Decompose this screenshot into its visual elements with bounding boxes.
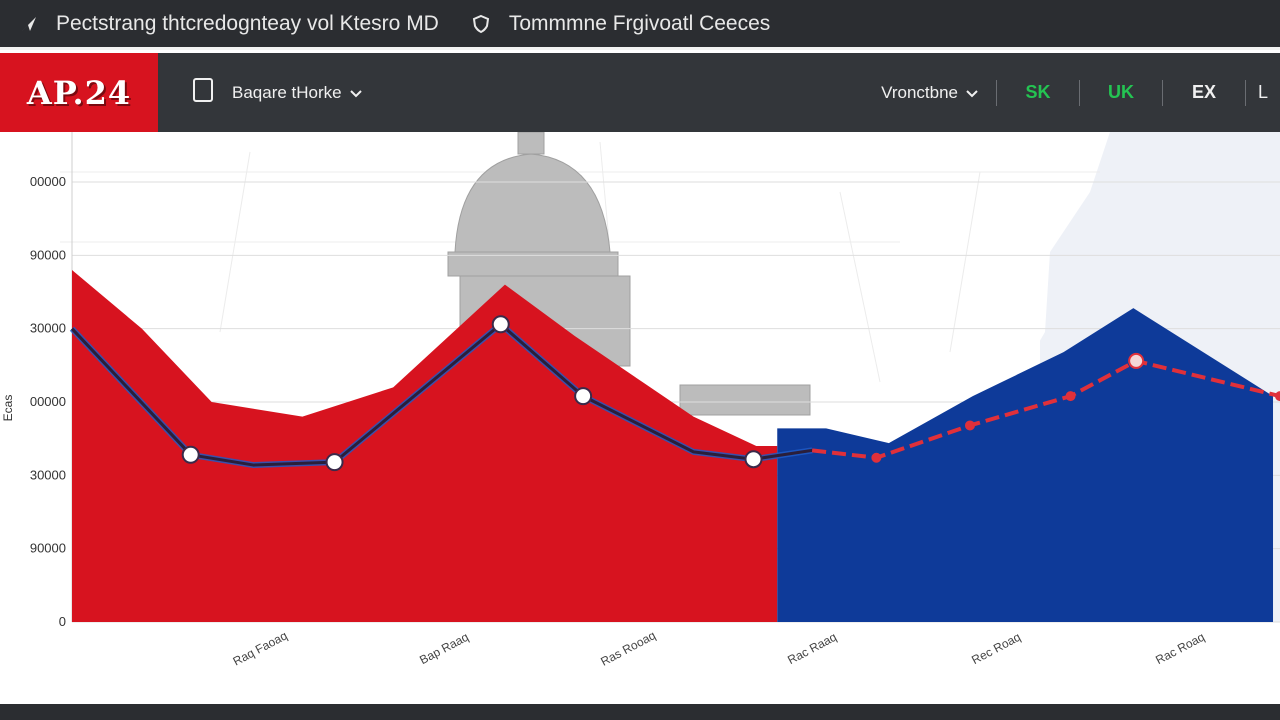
y-tick-label: 0 bbox=[59, 614, 66, 629]
y-tick-label: 30000 bbox=[30, 321, 66, 336]
tab-sk[interactable]: SK bbox=[1025, 82, 1051, 102]
data-point bbox=[181, 445, 200, 464]
nav-right-group: Vronctbne SK UK EX L bbox=[881, 53, 1280, 132]
data-point bbox=[871, 452, 882, 463]
chevron-down-icon bbox=[966, 83, 978, 103]
y-tick-label: 90000 bbox=[30, 247, 66, 262]
x-tick-label: Rac Raaq bbox=[785, 630, 839, 667]
tab-ex[interactable]: EX bbox=[1191, 82, 1216, 102]
data-point bbox=[1128, 352, 1145, 369]
data-point bbox=[491, 315, 510, 334]
chart-panel: 00000 90000 30000 00000 30000 90000 0 Raq Faoa… bbox=[0, 132, 1280, 704]
data-point bbox=[744, 450, 763, 469]
area-chart: 00000 90000 30000 00000 30000 90000 0 Raq Faoa… bbox=[1, 132, 1280, 669]
top-navbar: AP.24 Baqare tHorke Vronctbne SK UK EX L bbox=[0, 53, 1280, 132]
x-tick-label: Ras Rooaq bbox=[598, 628, 658, 669]
x-tick-label: Rac Roaq bbox=[1153, 630, 1207, 667]
window-titlebar: Pectstrang thtcredognteay vol Ktesro MD … bbox=[0, 0, 1280, 50]
x-axis-ticks: Raq Faoaq Bap Raaq Ras Rooaq Rac Raaq Rec Ro… bbox=[231, 628, 1207, 669]
y-axis-ticks: 00000 90000 30000 00000 30000 90000 0 bbox=[30, 174, 66, 629]
y-tick-label: 00000 bbox=[30, 174, 66, 189]
data-point bbox=[964, 420, 975, 431]
x-tick-label: Raq Faoaq bbox=[231, 628, 290, 668]
y-tick-label: 90000 bbox=[30, 541, 66, 556]
data-point bbox=[574, 387, 593, 406]
areas bbox=[72, 270, 1274, 622]
chevron-down-icon bbox=[349, 83, 362, 103]
series-markers bbox=[181, 315, 1280, 472]
menu-label: Baqare tHorke bbox=[232, 82, 342, 102]
window-title: Pectstrang thtcredognteay vol Ktesro MD bbox=[56, 11, 439, 35]
divider bbox=[1245, 79, 1246, 106]
tab-uk[interactable]: UK bbox=[1108, 82, 1134, 102]
red-area bbox=[72, 270, 778, 622]
tab-more[interactable]: L bbox=[1257, 82, 1268, 102]
divider bbox=[996, 79, 997, 106]
status-bar bbox=[0, 704, 1280, 720]
x-tick-label: Bap Raaq bbox=[417, 630, 471, 667]
y-axis-label: Ecas bbox=[1, 395, 15, 422]
view-dropdown-label: Vronctbne bbox=[881, 82, 958, 102]
document-icon bbox=[192, 77, 214, 108]
x-tick-label: Rec Roaq bbox=[969, 630, 1023, 667]
y-tick-label: 00000 bbox=[30, 394, 66, 409]
shield-icon bbox=[471, 14, 495, 34]
data-point bbox=[1275, 391, 1280, 402]
brand-logo[interactable]: AP.24 bbox=[0, 53, 158, 132]
data-point bbox=[325, 453, 344, 472]
window-subtitle: Tommmne Frgivoatl Ceeces bbox=[508, 11, 771, 35]
y-tick-label: 30000 bbox=[30, 467, 66, 482]
send-icon bbox=[14, 15, 44, 33]
data-point bbox=[1065, 391, 1076, 402]
divider bbox=[1162, 79, 1163, 106]
blue-area bbox=[777, 308, 1274, 622]
view-dropdown[interactable]: Vronctbne bbox=[881, 83, 996, 103]
menu-dropdown[interactable]: Baqare tHorke bbox=[192, 77, 362, 108]
series-line-2 bbox=[811, 358, 1280, 460]
divider bbox=[1079, 79, 1080, 106]
